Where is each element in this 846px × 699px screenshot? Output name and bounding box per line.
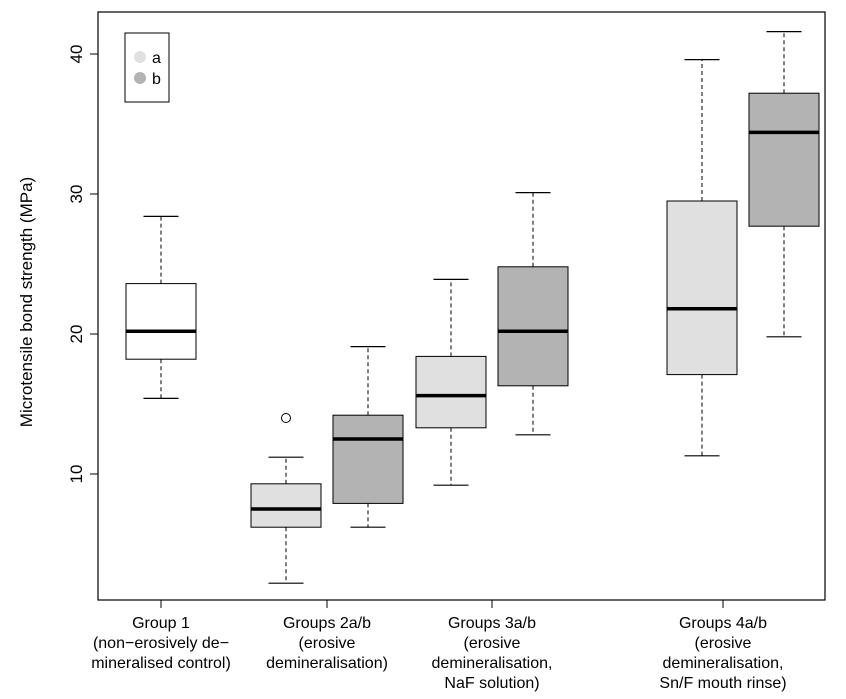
x-tick-label-line: (erosive [695,635,752,652]
x-tick-label-line: Sn/F mouth rinse) [659,675,786,692]
x-tick-label: Groups 4a/b (erosive demineralisation, Sn/F… [659,615,786,692]
box-iqr [415,355,487,429]
y-axis-label: Microtensile bond strength (MPa) [17,177,36,427]
x-tick-label-line: demineralisation, [432,655,553,672]
y-tick-label: 10 [67,465,86,484]
legend-label: a [152,50,161,67]
x-tick-label-line: mineralised control) [91,655,231,672]
x-tick-label: Groups 3a/b (erosive demineralisation, NaF … [432,615,553,692]
x-tick-label: Groups 2a/b (erosive demineralisation) [266,615,388,672]
box-5 [666,58,738,457]
y-tick-label: 30 [67,185,86,204]
legend-label: b [152,71,161,88]
x-tick-label-line: NaF solution) [444,675,539,692]
x-tick-label-line: Groups 4a/b [679,615,767,632]
box-4 [497,192,569,436]
x-tick-label-line: (erosive [299,635,356,652]
box-iqr [332,414,404,504]
x-axis: Group 1 (non−erosively de− mineralised con… [91,599,787,692]
box-6 [748,31,820,338]
x-tick-label-line: demineralisation, [663,655,784,672]
legend-swatch [134,51,146,63]
x-tick-label-line: Groups 3a/b [448,615,536,632]
box-iqr [497,266,569,387]
x-tick-label-line: Groups 2a/b [283,615,371,632]
box-1 [250,413,322,584]
y-axis: 10 20 30 40 [67,45,99,484]
y-tick-label: 40 [67,45,86,64]
box-iqr [125,283,197,360]
x-tick-label: Group 1 (non−erosively de− mineralised con… [91,615,231,672]
legend: ab [124,32,170,103]
box-2 [332,346,404,528]
box-iqr [666,200,738,376]
legend-swatch [134,72,146,84]
x-tick-label-line: (non−erosively de− [93,635,229,652]
x-tick-label-line: Group 1 [132,615,190,632]
box-3 [415,278,487,486]
x-tick-label-line: demineralisation) [266,655,388,672]
outlier-point [281,413,291,423]
box-iqr [748,92,820,227]
box-0 [125,215,197,399]
box-iqr [250,483,322,528]
legend-box [124,32,170,103]
x-tick-label-line: (erosive [464,635,521,652]
y-tick-label: 20 [67,325,86,344]
boxes [125,31,820,584]
